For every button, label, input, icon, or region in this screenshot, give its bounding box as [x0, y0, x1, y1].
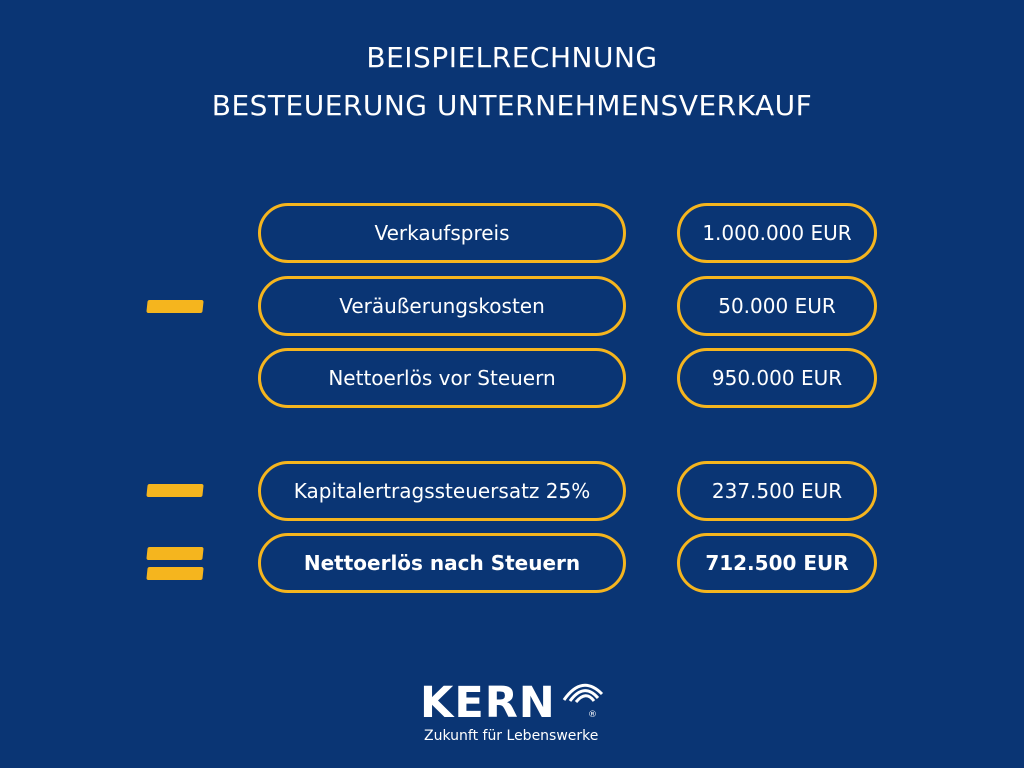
value-kapitalertragssteuer: 237.500 EUR — [677, 461, 877, 521]
title-line-2: BESTEUERUNG UNTERNEHMENSVERKAUF — [211, 89, 813, 122]
equals-operator-top-icon — [146, 547, 204, 560]
logo-registered-mark: ® — [588, 710, 597, 720]
kern-logo: KERN ® Zukunft für Lebenswerke — [420, 672, 610, 752]
value-nettoerloes-vor-steuern: 950.000 EUR — [677, 348, 877, 408]
label-nettoerloes-nach-steuern: Nettoerlös nach Steuern — [258, 533, 626, 593]
label-verkaufspreis: Verkaufspreis — [258, 203, 626, 263]
logo-tagline: Zukunft für Lebenswerke — [424, 728, 599, 744]
logo-wordmark: KERN — [420, 678, 556, 728]
minus-operator-icon — [146, 484, 204, 497]
equals-operator-bottom-icon — [146, 567, 204, 580]
label-veraeusserungskosten: Veräußerungskosten — [258, 276, 626, 336]
title-line-1: BEISPIELRECHNUNG — [366, 41, 658, 74]
value-veraeusserungskosten: 50.000 EUR — [677, 276, 877, 336]
label-nettoerloes-vor-steuern: Nettoerlös vor Steuern — [258, 348, 626, 408]
logo-arc-icon — [562, 683, 604, 704]
label-kapitalertragssteuersatz: Kapitalertragssteuersatz 25% — [258, 461, 626, 521]
value-nettoerloes-nach-steuern: 712.500 EUR — [677, 533, 877, 593]
value-verkaufspreis: 1.000.000 EUR — [677, 203, 877, 263]
minus-operator-icon — [146, 300, 204, 313]
